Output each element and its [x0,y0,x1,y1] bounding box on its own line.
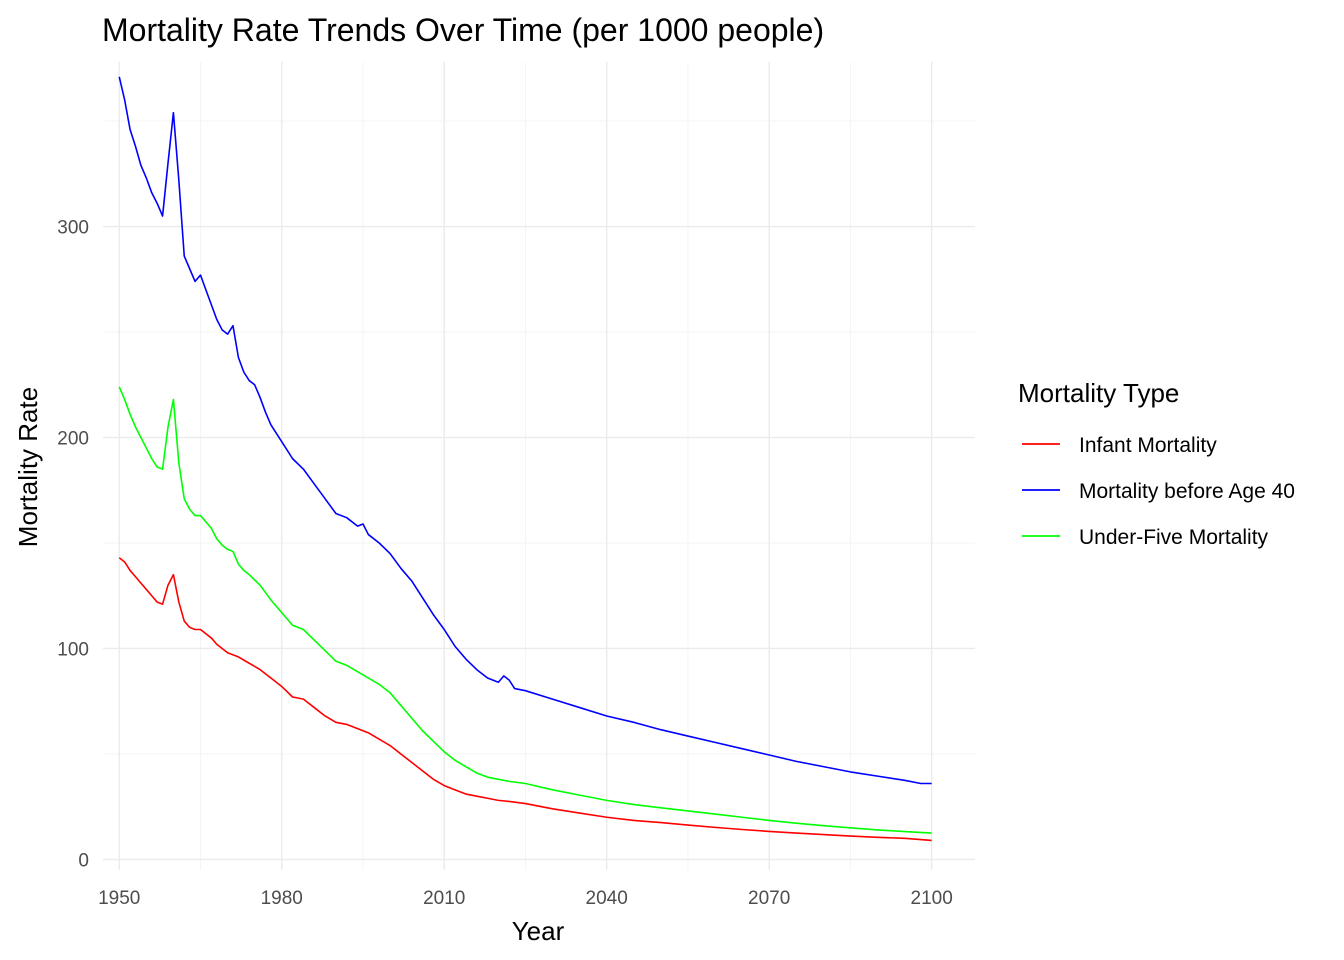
x-tick-label: 1950 [98,888,140,909]
series-line [118,76,932,785]
legend-label: Infant Mortality [1079,434,1217,457]
legend-items: Infant Mortality Mortality before Age 40 U… [1022,434,1295,549]
x-tick-label: 2070 [748,888,790,909]
x-tick-label: 1980 [261,888,303,909]
x-tick-label: 2010 [423,888,465,909]
y-axis-tick-labels: 0 100 200 300 [57,218,89,872]
legend-title: Mortality Type [1018,378,1179,408]
x-tick-label: 2100 [911,888,953,909]
legend-label: Mortality before Age 40 [1079,480,1295,503]
y-tick-label: 100 [57,639,89,660]
y-tick-label: 300 [57,218,89,239]
series-line [118,386,932,834]
x-tick-label: 2040 [586,888,628,909]
major-gridlines [103,62,975,870]
y-tick-label: 200 [57,429,89,450]
x-axis-title: Year [512,916,565,946]
chart-title: Mortality Rate Trends Over Time (per 100… [102,12,824,48]
x-axis-tick-labels: 1950 1980 2010 2040 2070 2100 [98,888,953,909]
y-tick-label: 0 [78,850,89,871]
minor-gridlines [103,62,975,870]
series-lines [118,76,932,842]
legend-label: Under-Five Mortality [1079,526,1269,549]
series-line [118,557,932,842]
y-axis-title: Mortality Rate [13,387,43,547]
legend: Mortality Type Infant Mortality Mortality… [1018,378,1295,549]
